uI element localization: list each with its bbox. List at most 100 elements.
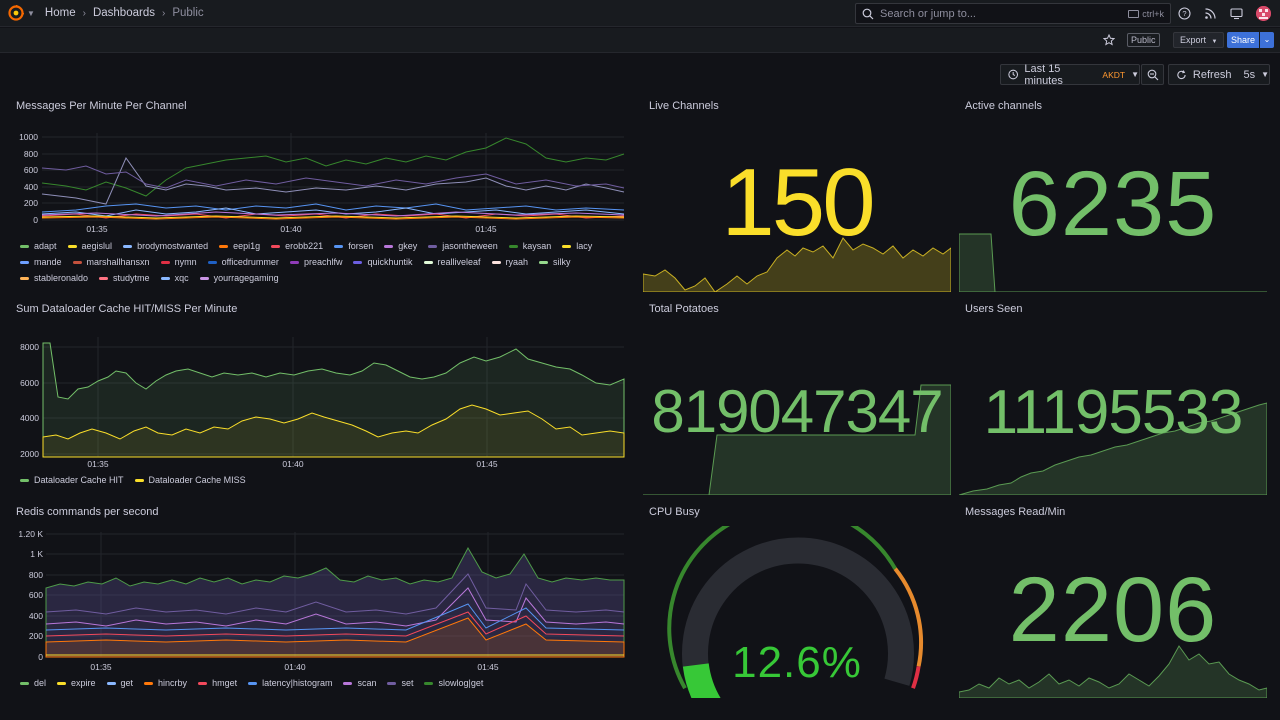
legend-item[interactable]: nymn bbox=[160, 254, 197, 270]
series-line-hmget bbox=[45, 611, 625, 637]
legend-item[interactable]: silky bbox=[539, 254, 571, 270]
legend-item[interactable]: adapt bbox=[20, 238, 57, 254]
legend-item[interactable]: preachlfw bbox=[289, 254, 342, 270]
x-tick: 01:45 bbox=[475, 224, 497, 233]
y-tick: 200 bbox=[29, 631, 43, 641]
legend-item[interactable]: hmget bbox=[198, 675, 237, 691]
legend-label: latency|histogram bbox=[262, 678, 333, 688]
legend-label: aegislul bbox=[81, 241, 113, 251]
legend-item[interactable]: slowlog|get bbox=[424, 675, 483, 691]
share-button[interactable]: Share bbox=[1227, 32, 1259, 48]
legend-item[interactable]: aegislul bbox=[67, 238, 113, 254]
legend-label: hincrby bbox=[158, 678, 188, 688]
chevron-right-icon: › bbox=[82, 7, 86, 19]
legend-swatch bbox=[72, 260, 82, 264]
legend-item[interactable]: del bbox=[20, 675, 46, 691]
legend-item[interactable]: officedrummer bbox=[207, 254, 279, 270]
legend-item[interactable]: mande bbox=[20, 254, 62, 270]
legend-item[interactable]: realliveleaf bbox=[423, 254, 481, 270]
legend-label: studytme bbox=[113, 273, 150, 283]
legend-item[interactable]: Dataloader Cache MISS bbox=[134, 472, 246, 488]
legend-item[interactable]: scan bbox=[343, 675, 376, 691]
y-tick: 0 bbox=[38, 652, 43, 662]
y-tick: 400 bbox=[29, 611, 43, 621]
legend-item[interactable]: studytme bbox=[99, 270, 150, 286]
legend-item[interactable]: erobb221 bbox=[271, 238, 323, 254]
refresh-interval[interactable]: 5s bbox=[1243, 68, 1256, 81]
x-tick: 01:35 bbox=[87, 459, 109, 469]
legend-label: Dataloader Cache MISS bbox=[148, 475, 246, 485]
export-button[interactable]: Export ▼ bbox=[1173, 32, 1225, 48]
redis-timeseries-chart: 1.20 K 1 K 800 600 400 200 0 01:35 01:40… bbox=[18, 529, 625, 672]
legend-item[interactable]: latency|histogram bbox=[248, 675, 332, 691]
panel-title[interactable]: Live Channels bbox=[649, 100, 719, 112]
legend-swatch bbox=[99, 276, 109, 280]
legend-swatch bbox=[424, 681, 434, 685]
monitor-icon[interactable] bbox=[1230, 7, 1243, 20]
breadcrumb-home[interactable]: Home bbox=[44, 7, 76, 19]
breadcrumb-current: Public bbox=[172, 7, 204, 19]
stat-value: 11195533 bbox=[983, 378, 1244, 447]
avatar[interactable] bbox=[1256, 6, 1271, 21]
legend-item[interactable]: xqc bbox=[160, 270, 189, 286]
gauge-fill bbox=[682, 662, 721, 698]
legend-label: marshallhansxn bbox=[86, 257, 150, 267]
legend-item[interactable]: brodymostwanted bbox=[123, 238, 208, 254]
chevron-down-icon[interactable]: ▼ bbox=[27, 8, 35, 18]
legend-item[interactable]: yourragegaming bbox=[199, 270, 279, 286]
stat-value: 819047347 bbox=[651, 378, 943, 445]
legend-item[interactable]: gkey bbox=[384, 238, 417, 254]
search-input[interactable]: Search or jump to... ctrl+k bbox=[855, 3, 1171, 24]
messages-timeseries-chart: 1000 800 600 400 200 0 01:35 01:40 01:45 bbox=[19, 132, 625, 233]
legend-swatch bbox=[353, 260, 363, 264]
y-tick: 0 bbox=[33, 215, 38, 225]
x-axis-ticks: 01:35 01:40 01:45 bbox=[90, 662, 499, 672]
grid-lines bbox=[43, 337, 624, 457]
panel-title[interactable]: Messages Read/Min bbox=[965, 506, 1066, 518]
legend-item[interactable]: Dataloader Cache HIT bbox=[20, 472, 124, 488]
star-icon[interactable] bbox=[1103, 34, 1115, 46]
legend-item[interactable]: marshallhansxn bbox=[72, 254, 150, 270]
zoom-out-button[interactable] bbox=[1141, 64, 1164, 85]
legend-item[interactable]: forsen bbox=[334, 238, 373, 254]
legend-item[interactable]: kaysan bbox=[508, 238, 551, 254]
legend-item[interactable]: get bbox=[106, 675, 133, 691]
panel-title[interactable]: Users Seen bbox=[965, 303, 1023, 315]
legend-item[interactable]: jasontheween bbox=[428, 238, 498, 254]
x-tick: 01:35 bbox=[90, 662, 112, 672]
share-options-chevron-icon[interactable]: ⌄ bbox=[1260, 32, 1274, 48]
y-tick: 8000 bbox=[20, 342, 39, 352]
stat-value: 150 bbox=[721, 149, 875, 256]
panel-title[interactable]: Total Potatoes bbox=[649, 303, 719, 315]
legend-swatch bbox=[144, 681, 154, 685]
legend-swatch bbox=[134, 478, 144, 482]
legend-item[interactable]: lacy bbox=[562, 238, 592, 254]
help-icon[interactable]: ? bbox=[1178, 7, 1191, 20]
series-line-aegislul bbox=[41, 215, 625, 219]
panel-title[interactable]: Redis commands per second bbox=[16, 506, 159, 518]
breadcrumb-dashboards[interactable]: Dashboards bbox=[92, 7, 155, 19]
refresh-button[interactable]: Refresh 5s ▼ bbox=[1168, 64, 1270, 85]
legend-item[interactable]: stableronaldo bbox=[20, 270, 88, 286]
legend-swatch bbox=[20, 681, 29, 685]
series-line-kaysan bbox=[41, 137, 625, 197]
legend-item[interactable]: hincrby bbox=[144, 675, 187, 691]
panel-messages-read: Messages Read/Min 2206 bbox=[959, 506, 1267, 698]
panel-title[interactable]: Active channels bbox=[965, 100, 1043, 112]
rss-icon[interactable] bbox=[1204, 7, 1217, 20]
legend-item[interactable]: eepi1g bbox=[219, 238, 260, 254]
panel-title[interactable]: Sum Dataloader Cache HIT/MISS Per Minute bbox=[16, 303, 238, 315]
panel-title[interactable]: CPU Busy bbox=[649, 506, 700, 518]
time-range-picker[interactable]: Last 15 minutes AKDT ▼ bbox=[1000, 62, 1140, 87]
legend-item[interactable]: set bbox=[387, 675, 413, 691]
legend-item[interactable]: ryaah bbox=[491, 254, 528, 270]
legend-swatch bbox=[57, 681, 67, 685]
time-range-label: Last 15 minutes bbox=[1024, 62, 1063, 87]
panel-users-seen: Users Seen 11195533 bbox=[959, 303, 1267, 495]
legend-item[interactable]: expire bbox=[57, 675, 96, 691]
legend-swatch bbox=[387, 681, 397, 685]
x-axis-ticks: 01:35 01:40 01:45 bbox=[87, 459, 498, 469]
grafana-logo-icon[interactable] bbox=[8, 5, 24, 21]
legend-item[interactable]: quickhuntik bbox=[353, 254, 413, 270]
panel-title[interactable]: Messages Per Minute Per Channel bbox=[16, 100, 187, 112]
